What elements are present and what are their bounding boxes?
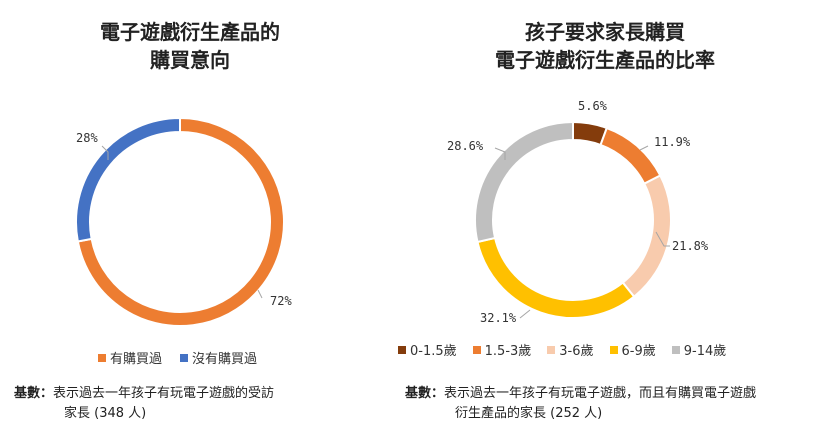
base-text-line-1: 表示過去一年孩子有玩電子遊戲的受訪	[53, 386, 275, 401]
legend-swatch	[609, 345, 618, 354]
right-legend-item-2: 3-6歲	[547, 340, 594, 359]
legend-swatch	[671, 345, 680, 354]
right-base-note: 基數：表示過去一年孩子有玩電子遊戲，而且有購買電子遊戲 衍生產品的家長 (252…	[405, 384, 815, 424]
left-legend-item-purchased: 有購買過	[98, 348, 162, 367]
leader-line-4	[494, 147, 506, 160]
donut-slice-1	[75, 116, 181, 243]
left-legend-item-not-purchased: 沒有購買過	[180, 348, 257, 367]
left-chart-title: 電子遊戲衍生產品的 購買意向	[20, 18, 360, 74]
base-label: 基數：	[405, 386, 445, 401]
base-text-line-2: 家長 (348 人)	[64, 406, 147, 421]
base-text-line-2: 衍生產品的家長 (252 人)	[455, 406, 603, 421]
legend-label: 0-1.5歲	[410, 344, 457, 359]
base-text-line-1: 表示過去一年孩子有玩電子遊戲，而且有購買電子遊戲	[444, 386, 757, 401]
base-label: 基數：	[14, 386, 54, 401]
left-title-line-1: 電子遊戲衍生產品的	[100, 20, 280, 44]
data-label-1: 28%	[76, 131, 98, 145]
data-label-2: 21.8%	[672, 239, 709, 253]
legend-swatch	[472, 345, 481, 354]
right-chart-title: 孩子要求家長購買 電子遊戲衍生產品的比率	[410, 18, 800, 74]
legend-label: 9-14歲	[683, 344, 727, 359]
leader-line-0	[257, 289, 263, 299]
left-legend: 有購買過 沒有購買過	[98, 348, 257, 367]
legend-swatch	[398, 345, 406, 354]
right-title-line-1: 孩子要求家長購買	[525, 20, 685, 44]
donut-slice-4	[474, 120, 574, 244]
legend-label: 沒有購買過	[192, 352, 258, 367]
right-title-line-2: 電子遊戲衍生產品的比率	[495, 48, 715, 72]
leader-line-2	[655, 231, 670, 247]
data-label-1: 11.9%	[654, 135, 691, 149]
donut-slice-3	[476, 236, 636, 319]
data-label-4: 28.6%	[447, 139, 484, 153]
legend-label: 3-6歲	[559, 344, 594, 359]
data-label-0: 5.6%	[578, 99, 608, 113]
right-legend-item-0: 0-1.5歲	[398, 340, 457, 359]
data-label-3: 32.1%	[480, 311, 517, 325]
donut-slice-1	[599, 126, 662, 186]
leader-line-1	[639, 145, 649, 151]
legend-swatch	[180, 353, 189, 362]
donut-slice-2	[621, 174, 672, 299]
leader-line-3	[519, 309, 531, 319]
left-base-note: 基數：表示過去一年孩子有玩電子遊戲的受訪 家長 (348 人)	[14, 384, 369, 424]
right-legend-item-3: 6-9歲	[609, 340, 656, 359]
legend-label: 6-9歲	[621, 344, 656, 359]
left-title-line-2: 購買意向	[150, 48, 230, 72]
right-legend-item-4: 9-14歲	[671, 340, 727, 359]
legend-swatch	[547, 345, 556, 354]
legend-swatch	[98, 353, 106, 362]
right-legend: 0-1.5歲 1.5-3歲 3-6歲 6-9歲 9-14歲	[398, 340, 726, 359]
leader-line-1	[101, 145, 109, 160]
legend-label: 1.5-3歲	[484, 344, 532, 359]
data-label-0: 72%	[270, 294, 292, 308]
legend-label: 有購買過	[110, 352, 163, 367]
right-legend-item-1: 1.5-3歲	[472, 340, 532, 359]
